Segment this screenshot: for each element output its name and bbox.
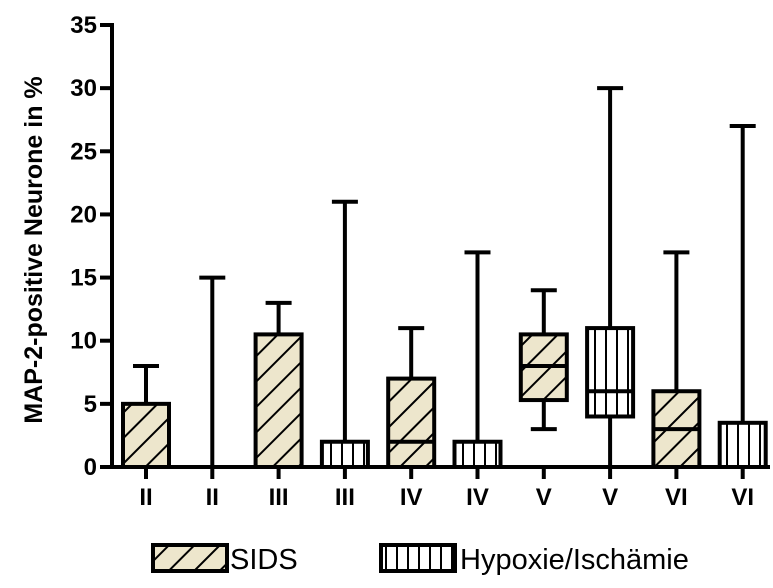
box-III-hypoxie	[319, 199, 370, 470]
box-IV-hypoxie	[452, 250, 503, 470]
x-tick-label: VI	[665, 484, 688, 511]
box-V-sids	[518, 288, 569, 432]
x-tick-label: V	[602, 484, 618, 511]
box-iqr	[121, 401, 171, 470]
y-tick-label: 10	[70, 328, 97, 355]
x-tick-label: V	[536, 484, 552, 511]
boxes	[121, 86, 768, 470]
y-tick-label: 20	[70, 201, 97, 228]
box-V-hypoxie	[585, 86, 636, 469]
y-axis-title: MAP-2-positive Neurone in %	[20, 76, 48, 423]
legend-item-hypoxie: Hypoxie/Ischämie	[379, 543, 689, 576]
box-iqr	[386, 376, 437, 470]
legend-swatch	[379, 543, 457, 573]
legend: SIDS Hypoxie/Ischämie	[151, 543, 689, 576]
box-II-sids	[121, 363, 171, 470]
x-tick-label: VI	[731, 484, 754, 511]
x-tick-label: IV	[400, 484, 423, 511]
y-tick-label: 5	[84, 391, 97, 418]
y-axis: 0 5 10 15 20 25 30 35	[70, 12, 114, 481]
y-tick-label: 35	[70, 12, 97, 39]
box-VI-hypoxie	[717, 124, 768, 469]
legend-label: Hypoxie/Ischämie	[460, 544, 689, 576]
x-tick-label: IV	[466, 484, 489, 511]
box-iqr	[319, 439, 370, 470]
x-tick-label: III	[335, 484, 355, 511]
x-axis: II II III III IV IV V V VI VI	[110, 465, 770, 511]
box-II-hypoxie	[189, 275, 236, 469]
box-iqr	[253, 332, 304, 469]
y-tick-label: 0	[84, 454, 97, 481]
legend-item-sids: SIDS	[151, 543, 298, 576]
x-tick-label: II	[206, 484, 219, 511]
box-III-sids	[253, 300, 304, 469]
box-iqr	[452, 439, 503, 470]
y-tick-label: 25	[70, 138, 97, 165]
box-VI-sids	[651, 250, 702, 470]
legend-label: SIDS	[230, 544, 298, 576]
x-tick-label: II	[139, 484, 152, 511]
y-tick-label: 30	[70, 75, 97, 102]
x-tick-label: III	[269, 484, 289, 511]
box-iqr	[585, 326, 636, 419]
legend-swatch	[151, 543, 229, 573]
box-IV-sids	[386, 326, 437, 470]
box-iqr	[717, 420, 768, 469]
y-tick-label: 15	[70, 265, 97, 292]
